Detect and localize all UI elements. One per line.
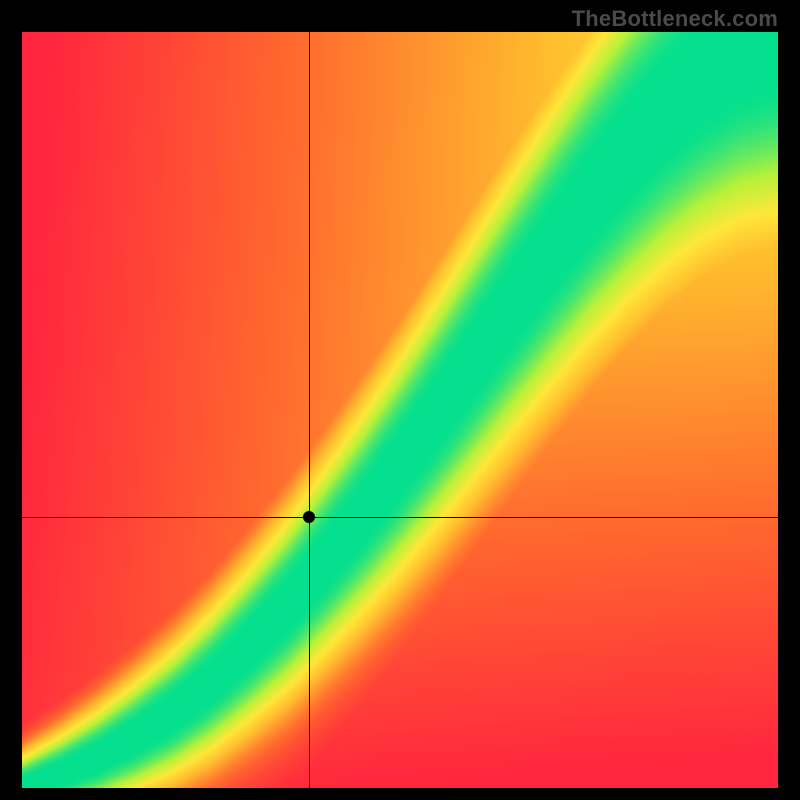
- watermark-text: TheBottleneck.com: [572, 6, 778, 32]
- heatmap-plot-area: [22, 32, 778, 788]
- bottleneck-marker: [303, 511, 315, 523]
- crosshair-vertical: [309, 32, 310, 788]
- crosshair-horizontal: [22, 517, 778, 518]
- heatmap-canvas: [22, 32, 778, 788]
